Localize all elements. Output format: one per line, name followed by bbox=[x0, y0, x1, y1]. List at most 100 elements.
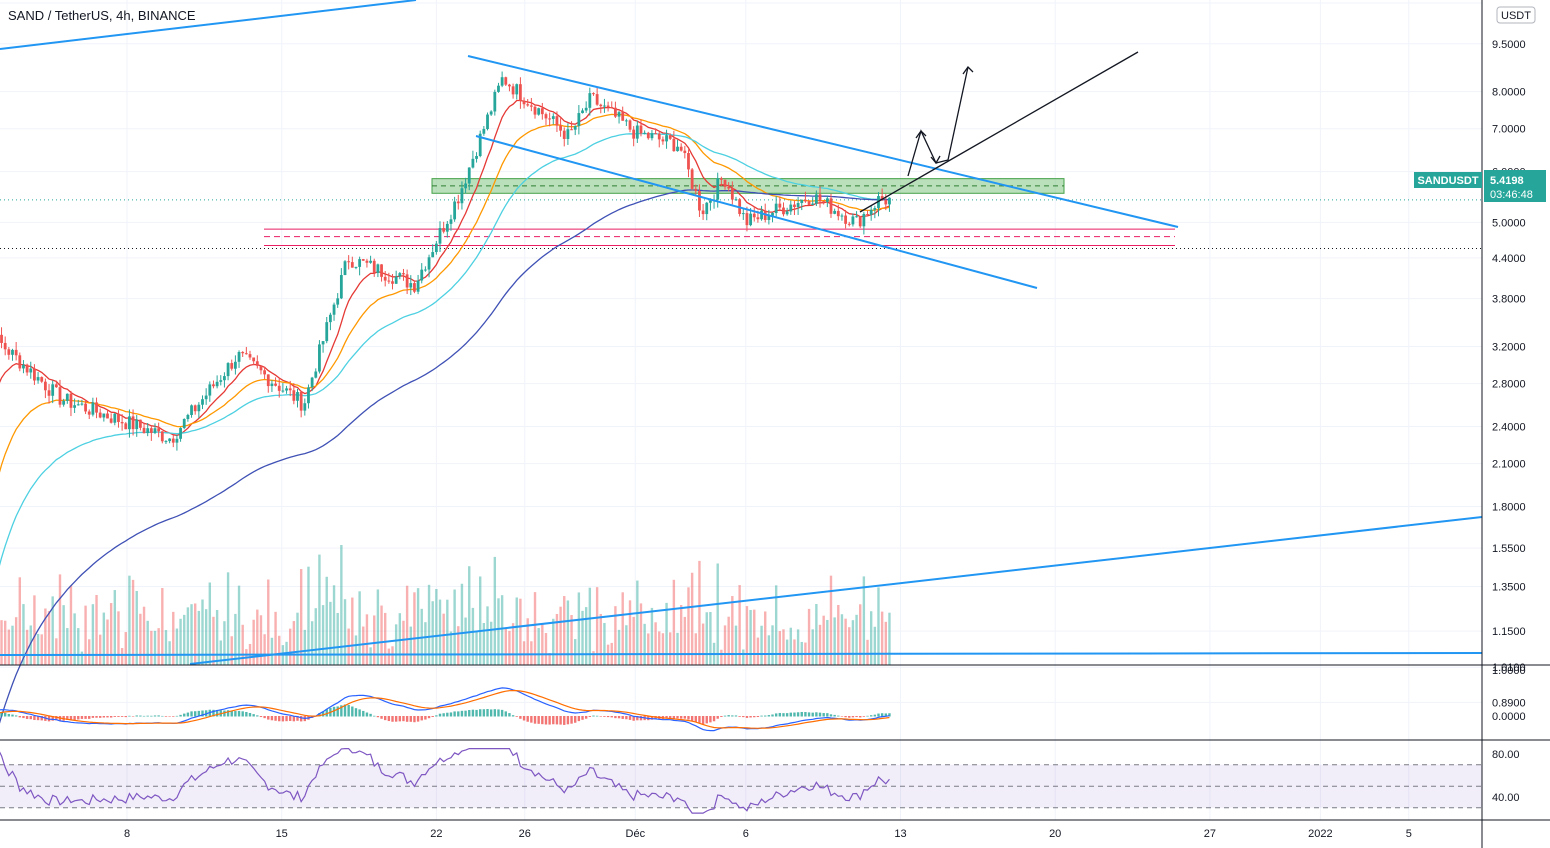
candle-body bbox=[402, 273, 405, 275]
volume-bar bbox=[44, 608, 47, 665]
price-tick-label: 2.4000 bbox=[1492, 421, 1526, 433]
candle-body bbox=[796, 203, 800, 208]
macd-histogram-bar bbox=[362, 710, 365, 717]
volume-bar bbox=[555, 613, 559, 665]
price-tick-label: 4.4000 bbox=[1492, 253, 1526, 265]
volume-bar bbox=[468, 566, 471, 665]
candle-body bbox=[160, 431, 164, 442]
macd-histogram-bar bbox=[731, 715, 734, 717]
candle-body bbox=[47, 390, 51, 396]
candle-body bbox=[54, 384, 58, 388]
candle-body bbox=[29, 368, 33, 373]
macd-histogram-bar bbox=[464, 710, 467, 717]
volume-bar bbox=[822, 615, 825, 665]
macd-histogram-bar bbox=[380, 716, 383, 719]
projection-line bbox=[944, 51, 1139, 164]
volume-bar bbox=[595, 587, 599, 665]
volume-bar bbox=[760, 625, 763, 665]
candle-body bbox=[789, 204, 793, 212]
candle-body bbox=[595, 94, 599, 105]
volume-bar bbox=[212, 616, 215, 665]
macd-histogram-bar bbox=[336, 706, 339, 717]
volume-bar bbox=[208, 582, 212, 665]
volume-bar bbox=[679, 605, 683, 665]
time-axis[interactable]: 8 15 22 26 Déc 6 13 20 27 2022 5 bbox=[124, 828, 1412, 840]
candle-body bbox=[442, 228, 446, 232]
volume-bar bbox=[548, 653, 551, 665]
candle-body bbox=[285, 388, 288, 391]
volume-bar bbox=[0, 620, 3, 665]
candle-body bbox=[109, 418, 113, 423]
candle-body bbox=[212, 384, 215, 387]
candle-body bbox=[570, 129, 573, 131]
volume-bar bbox=[29, 625, 32, 665]
volume-bar bbox=[705, 612, 708, 665]
candle-body bbox=[654, 133, 657, 135]
volume-bar bbox=[840, 614, 844, 665]
macd-histogram-bar bbox=[109, 716, 113, 718]
macd-histogram-bar bbox=[321, 711, 325, 717]
volume-bar bbox=[493, 556, 497, 665]
candle-body bbox=[515, 84, 519, 95]
macd-histogram-bar bbox=[785, 713, 789, 717]
volume-bar bbox=[866, 639, 869, 665]
macd-histogram-bar bbox=[552, 716, 555, 725]
volume-bar bbox=[77, 628, 80, 665]
candle-body bbox=[493, 91, 497, 112]
currency-badge[interactable]: USDT bbox=[1496, 6, 1536, 24]
macd-histogram-bar bbox=[256, 715, 259, 717]
candle-body bbox=[62, 400, 66, 405]
volume-bar bbox=[504, 628, 507, 665]
candle-body bbox=[423, 269, 427, 271]
volume-bar bbox=[47, 611, 51, 665]
volume-bar bbox=[588, 587, 592, 665]
macd-histogram-bar bbox=[106, 716, 109, 718]
candle-body bbox=[836, 210, 840, 217]
candle-body bbox=[497, 85, 500, 92]
candle-body bbox=[471, 158, 475, 168]
macd-histogram-bar bbox=[654, 716, 657, 720]
candle-body bbox=[303, 403, 307, 411]
volume-bar bbox=[135, 591, 138, 665]
volume-bar bbox=[234, 613, 237, 665]
volume-bar bbox=[219, 640, 222, 665]
macd-histogram-bar bbox=[66, 716, 69, 720]
volume-bar bbox=[647, 633, 650, 665]
candle-body bbox=[526, 104, 530, 106]
candle-body bbox=[405, 274, 409, 288]
candle-body bbox=[431, 252, 435, 258]
macd-histogram-bar bbox=[40, 716, 43, 721]
volume-bar bbox=[88, 639, 91, 665]
candle-body bbox=[694, 188, 698, 192]
macd-histogram-bar bbox=[270, 716, 274, 721]
candle-body bbox=[851, 216, 855, 225]
price-axis[interactable]: 9.50008.00007.00006.00005.00004.40003.80… bbox=[1492, 39, 1526, 804]
candle-body bbox=[858, 216, 862, 227]
macd-histogram-bar bbox=[139, 715, 142, 717]
macd-histogram-bar bbox=[142, 715, 146, 717]
macd-histogram-bar bbox=[468, 710, 471, 717]
candle-body bbox=[226, 363, 230, 377]
candle-body bbox=[818, 194, 822, 202]
price-tick-label: 3.2000 bbox=[1492, 341, 1526, 353]
macd-histogram-bar bbox=[420, 716, 423, 721]
volume-bar bbox=[384, 612, 387, 665]
candle-body bbox=[106, 413, 109, 419]
volume-bar bbox=[40, 634, 43, 665]
candle-body bbox=[296, 392, 299, 401]
volume-bar bbox=[22, 604, 25, 665]
candle-body bbox=[391, 281, 394, 284]
candle-body bbox=[573, 126, 577, 130]
candle-body bbox=[537, 108, 541, 115]
candle-body bbox=[233, 361, 237, 369]
macd-histogram-bar bbox=[734, 715, 738, 717]
macd-histogram-bar bbox=[687, 716, 690, 720]
macd-histogram-bar bbox=[888, 713, 891, 717]
candle-body bbox=[383, 276, 387, 281]
price-tick-label: 2.1000 bbox=[1492, 459, 1526, 471]
candle-body bbox=[467, 167, 471, 184]
macd-histogram-bar bbox=[376, 716, 380, 718]
channel-upper-trendline bbox=[467, 55, 1179, 228]
macd-histogram-bar bbox=[815, 712, 818, 717]
